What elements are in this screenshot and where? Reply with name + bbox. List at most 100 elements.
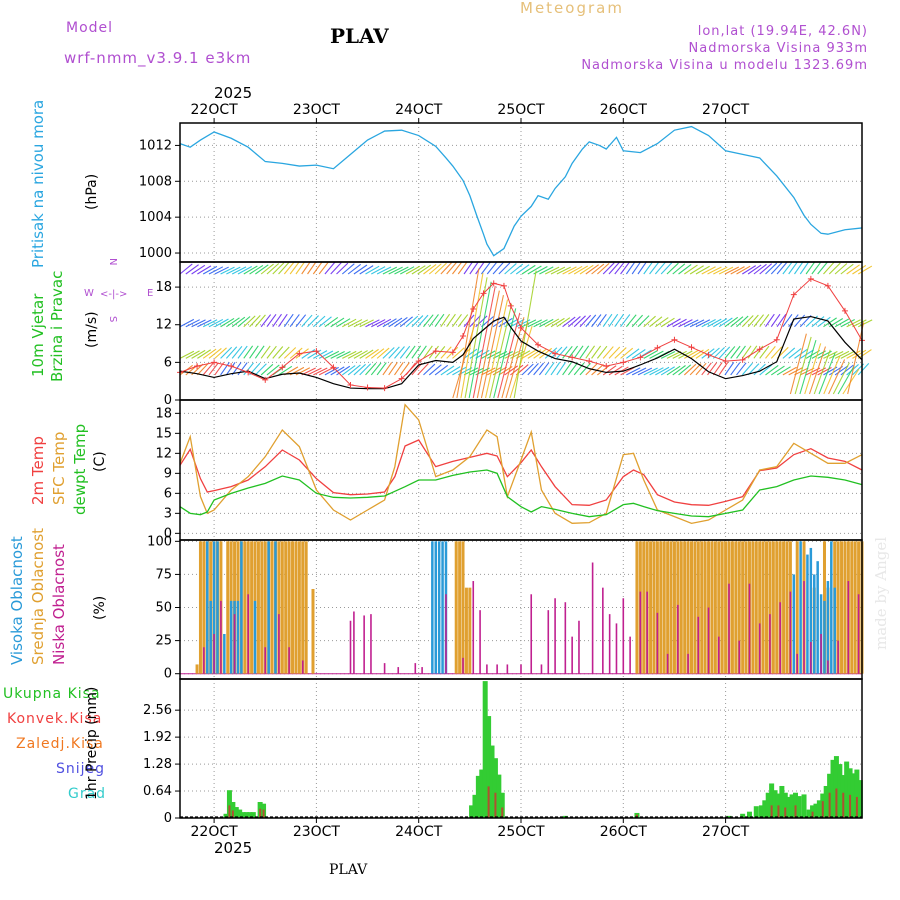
wind-direction-arrow (469, 261, 480, 275)
compass-w: W (84, 288, 94, 299)
wind-direction-arrow (365, 348, 379, 359)
wind-direction-arrow (272, 313, 282, 328)
wind-direction-arrow (539, 318, 554, 328)
precip-ytick-label: 1.92 (143, 730, 172, 745)
total-precip-bar (789, 794, 795, 818)
wind-direction-arrow (556, 362, 566, 376)
wind-direction-arrow (620, 347, 634, 359)
total-precip-bar (813, 803, 819, 818)
wind-direction-arrow (800, 367, 815, 376)
mid-cloud-bar (836, 541, 840, 674)
conv-precip-bar (635, 814, 638, 818)
wind-direction-arrow (585, 264, 599, 275)
wind-direction-arrow (799, 339, 817, 395)
low-cloud-bar (220, 600, 222, 674)
wind-direction-arrow (533, 362, 544, 376)
wind-direction-arrow (220, 346, 233, 359)
wind-direction-arrow (510, 263, 524, 275)
high-cloud-bar (806, 554, 809, 674)
compass-e: E (147, 288, 154, 299)
wind-gust-marker (654, 344, 661, 351)
pressure-ytick-label: 1000 (139, 246, 172, 261)
wind-gust-marker (432, 348, 439, 355)
wind-direction-arrow (730, 345, 741, 359)
low-cloud-bar (827, 660, 829, 674)
wind-direction-arrow (857, 349, 872, 359)
wind-direction-arrow (476, 290, 500, 399)
low-cloud-bar (472, 581, 475, 674)
wind-direction-arrow (504, 365, 518, 376)
wind-direction-arrow (272, 262, 285, 275)
wind-direction-arrow (834, 365, 849, 376)
wind-direction-arrow (336, 351, 351, 359)
high-cloud-bar (431, 541, 434, 674)
low-cloud-bar (656, 612, 659, 674)
wind-direction-arrow (249, 314, 261, 328)
wind-direction-arrow (388, 317, 403, 328)
wind-direction-arrow (394, 266, 409, 275)
mid-cloud-bar (693, 541, 697, 674)
wind-direction-arrow (811, 316, 825, 328)
total-precip-bar (240, 812, 246, 818)
wind-direction-arrow (678, 319, 693, 328)
high-cloud-bar (809, 547, 813, 674)
wind-direction-arrow (718, 346, 731, 359)
wind-direction-arrow (371, 266, 386, 275)
mid-cloud-bar (690, 541, 693, 674)
wind-direction-arrow (399, 345, 411, 359)
low-cloud-bar (530, 594, 533, 674)
wind-direction-arrow (489, 303, 513, 399)
total-precip-bar (496, 774, 502, 818)
mid-cloud-bar (666, 541, 670, 674)
wind-direction-arrow (544, 347, 558, 359)
conv-precip-bar (487, 786, 490, 818)
wind-direction-arrow (608, 365, 623, 376)
wind-direction-arrow (562, 362, 572, 376)
mid-cloud-bar (464, 587, 468, 674)
wind-direction-arrow (550, 317, 565, 328)
low-cloud-bar (278, 614, 280, 674)
wind-direction-arrow (411, 265, 426, 275)
total-precip-bar (844, 761, 850, 818)
wind-direction-arrow (423, 345, 433, 359)
mid-cloud-bar (724, 541, 728, 674)
wind-gust-marker (245, 369, 252, 376)
wind-direction-arrow (846, 264, 860, 275)
wind-direction-arrow (660, 351, 676, 359)
mid-cloud-bar (713, 541, 717, 674)
total-precip-bar (772, 790, 778, 818)
high-cloud-bar (267, 541, 270, 674)
wind-direction-arrow (336, 262, 349, 275)
wind-direction-arrow (255, 264, 269, 275)
wind-direction-arrow (208, 362, 219, 376)
conv-precip-bar (501, 807, 504, 818)
wind-direction-arrow (492, 261, 504, 275)
wind-direction-arrow (324, 366, 339, 376)
temperature-ytick-label: 12 (155, 446, 172, 461)
wind-direction-arrow (237, 266, 253, 275)
wind-direction-arrow (353, 350, 368, 359)
total-precip-bar (746, 811, 752, 818)
wind-direction-arrow (486, 367, 502, 376)
wind-direction-arrow (243, 345, 254, 359)
low-cloud-bar (847, 581, 850, 674)
mid-cloud-bar (662, 541, 666, 674)
low-cloud-bar (728, 583, 730, 674)
wind-direction-arrow (179, 263, 193, 275)
mid-cloud-bar (270, 541, 274, 674)
low-cloud-bar (789, 591, 792, 674)
mid-cloud-bar (751, 541, 755, 674)
wind-direction-arrow (480, 294, 504, 399)
temperature-ytick-label: 18 (155, 406, 172, 421)
wind-direction-arrow (614, 313, 625, 328)
mid-cloud-bar (195, 664, 199, 674)
wind-direction-arrow (249, 264, 264, 275)
wind-direction-arrow (683, 363, 697, 376)
station-title: PLAV (330, 24, 389, 48)
wind-direction-arrow (237, 316, 251, 328)
wind-direction-arrow (428, 263, 442, 275)
wind-direction-arrow (573, 315, 586, 328)
low-cloud-bar (233, 614, 236, 674)
wind-direction-arrow (370, 362, 382, 376)
